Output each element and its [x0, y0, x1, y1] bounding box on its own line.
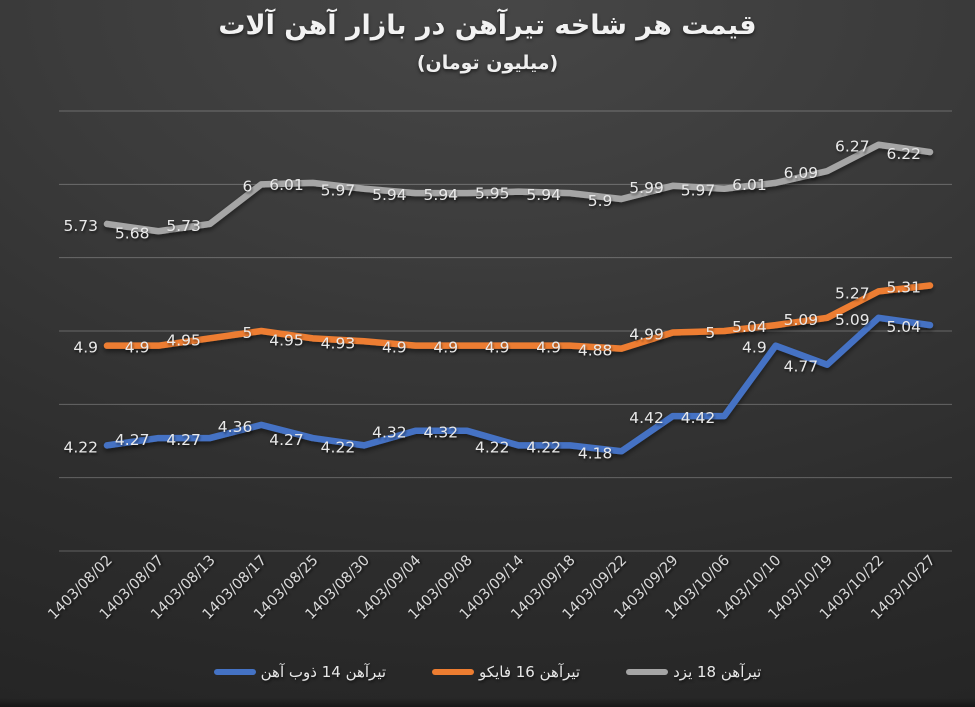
data-label: 4.95 [269, 331, 304, 349]
data-label: 4.9 [433, 339, 458, 357]
data-label: 4.22 [475, 438, 510, 456]
data-label: 5.73 [63, 217, 98, 235]
data-label: 6.27 [835, 138, 870, 156]
data-label: 5.68 [115, 224, 150, 242]
data-label: 4.22 [321, 438, 356, 456]
data-label: 4.77 [784, 358, 819, 376]
series-lines [103, 141, 934, 455]
data-label: 5.9 [588, 192, 613, 210]
data-label: 6.01 [269, 176, 304, 194]
data-label: 4.88 [578, 342, 613, 360]
legend-label: تیرآهن 14 ذوب آهن [260, 663, 387, 681]
data-label: 4.27 [166, 431, 201, 449]
data-label: 5.94 [424, 186, 459, 204]
data-label: 5 [242, 324, 252, 342]
series-line-1 [103, 282, 934, 352]
data-label: 4.93 [321, 334, 356, 352]
series-line-0 [103, 314, 934, 455]
data-label: 6.22 [886, 145, 921, 163]
data-label: 6.09 [784, 164, 819, 182]
chart-title: قیمت هر شاخه تیرآهن در بازار آهن آلات [218, 10, 757, 41]
gridlines [59, 110, 952, 552]
data-label: 6.01 [732, 176, 767, 194]
series-line-2 [103, 141, 934, 235]
data-label: 5.95 [475, 185, 510, 203]
data-label: 5.97 [681, 182, 716, 200]
data-label: 5.09 [835, 311, 870, 329]
data-label: 4.22 [526, 438, 561, 456]
data-label: 4.9 [73, 339, 98, 357]
legend-marker-blue [213, 669, 256, 675]
bottom-shadow-strip [0, 698, 975, 707]
data-label: 5.97 [321, 182, 356, 200]
data-label: 5.04 [886, 318, 921, 336]
legend-item-tirahan-16-fayco: تیرآهن 16 فایکو [432, 663, 580, 681]
data-label: 4.9 [485, 339, 510, 357]
legend-item-tirahan-14-zobahan: تیرآهن 14 ذوب آهن [213, 663, 387, 681]
data-label: 4.32 [372, 424, 407, 442]
chart-subtitle: (میلیون تومان) [416, 52, 559, 74]
data-label: 5.27 [835, 284, 870, 302]
x-axis-labels: 1403/08/021403/08/071403/08/131403/08/17… [45, 553, 938, 623]
data-label: 5.94 [372, 186, 407, 204]
legend: تیرآهن 14 ذوب آهن تیرآهن 16 فایکو تیرآهن… [0, 663, 975, 681]
data-label: 4.9 [382, 339, 407, 357]
data-label: 4.32 [424, 424, 459, 442]
legend-label: تیرآهن 16 فایکو [479, 663, 581, 681]
data-label: 4.9 [536, 339, 561, 357]
data-label: 5.09 [784, 311, 819, 329]
data-label: 5.31 [886, 279, 921, 297]
data-label: 4.99 [629, 325, 664, 343]
data-label: 5.04 [732, 318, 767, 336]
legend-label: تیرآهن 18 یزد [673, 663, 762, 681]
data-label: 5.99 [629, 179, 664, 197]
data-label: 4.9 [742, 339, 767, 357]
data-label: 4.36 [218, 418, 253, 436]
data-label: 5 [705, 324, 715, 342]
data-label: 4.22 [63, 438, 98, 456]
data-label: 6 [242, 177, 252, 195]
data-label: 4.27 [115, 431, 150, 449]
data-labels: 4.22 4.27 4.27 4.36 4.27 4.22 4.32 4.32 4.22 4.22… [63, 138, 921, 463]
data-label: 4.42 [629, 409, 664, 427]
legend-item-tirahan-18-yazd: تیرآهن 18 یزد [626, 663, 761, 681]
data-label: 4.18 [578, 444, 613, 462]
data-label: 4.95 [166, 331, 201, 349]
data-label: 4.27 [269, 431, 304, 449]
data-label: 4.9 [125, 339, 150, 357]
legend-marker-gray [626, 669, 669, 675]
data-label: 5.73 [166, 217, 201, 235]
data-label: 5.94 [526, 186, 561, 204]
data-label: 4.42 [681, 409, 716, 427]
legend-marker-orange [432, 669, 475, 675]
